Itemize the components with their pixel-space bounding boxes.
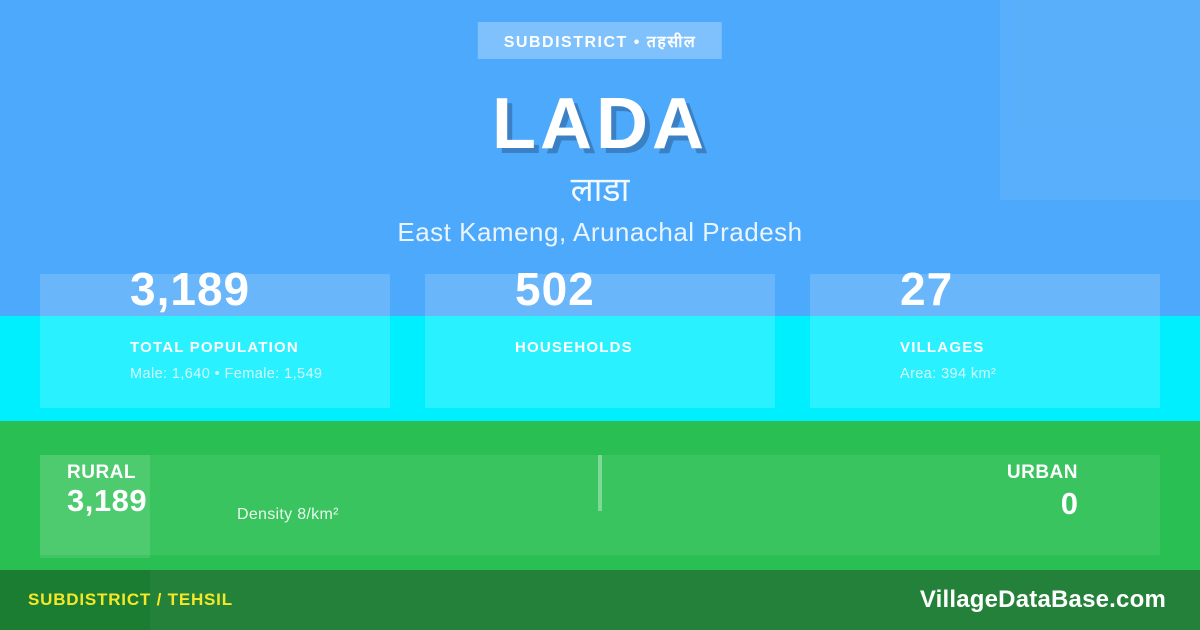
- website-link[interactable]: VillageDataBase.com: [919, 586, 1166, 613]
- stats-band: [0, 316, 1200, 421]
- page-title-native: लाडा: [570, 171, 630, 209]
- rural-accent-block: [40, 455, 150, 558]
- stat-label: TOTAL POPULATION: [130, 339, 299, 356]
- footer-type-label: SUBDISTRICT / TEHSIL: [28, 590, 233, 609]
- stat-label: VILLAGES: [900, 339, 985, 356]
- urban-label: URBAN: [1006, 462, 1078, 483]
- stat-card-households: 502 HOUSEHOLDS: [425, 266, 775, 408]
- page-title: LADA: [492, 84, 708, 164]
- rural-urban-panel: RURAL 3,189 Density 8/km² URBAN 0: [0, 421, 1200, 570]
- stat-value: 502: [515, 263, 595, 315]
- subdistrict-badge-label: SUBDISTRICT • तहसील: [503, 33, 697, 51]
- stat-detail: Area: 394 km²: [900, 366, 997, 382]
- urban-value: 0: [1060, 486, 1078, 521]
- rural-label: RURAL: [67, 462, 136, 483]
- panel-divider: [598, 455, 602, 511]
- rural-urban-card: [40, 455, 1160, 555]
- stat-card-villages: 27 VILLAGES Area: 394 km²: [810, 266, 1160, 408]
- rural-value: 3,189: [67, 483, 148, 518]
- corner-highlight: [1000, 0, 1200, 200]
- stat-card-total-population: 3,189 TOTAL POPULATION Male: 1,640 • Fem…: [40, 266, 390, 408]
- density-text: Density 8/km²: [237, 506, 339, 523]
- subdistrict-badge: SUBDISTRICT • तहसील: [477, 22, 723, 59]
- stat-detail: Male: 1,640 • Female: 1,549: [130, 366, 323, 382]
- footer-bar: SUBDISTRICT / TEHSIL VillageDataBase.com: [0, 570, 1200, 630]
- stat-value: 3,189: [130, 263, 251, 315]
- location-subtitle: East Kameng, Arunachal Pradesh: [397, 217, 803, 247]
- stat-label: HOUSEHOLDS: [515, 339, 633, 356]
- stat-value: 27: [900, 263, 954, 315]
